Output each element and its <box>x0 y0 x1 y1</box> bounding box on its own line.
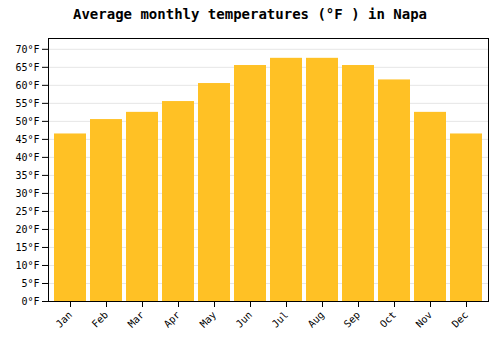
svg-text:Jul: Jul <box>270 309 291 330</box>
svg-text:5°F: 5°F <box>21 278 39 289</box>
svg-text:Oct: Oct <box>378 309 399 330</box>
svg-text:55°F: 55°F <box>15 98 39 109</box>
svg-text:65°F: 65°F <box>15 62 39 73</box>
svg-text:Apr: Apr <box>162 309 183 330</box>
svg-text:50°F: 50°F <box>15 116 39 127</box>
svg-text:20°F: 20°F <box>15 224 39 235</box>
svg-text:45°F: 45°F <box>15 134 39 145</box>
svg-text:40°F: 40°F <box>15 152 39 163</box>
svg-text:30°F: 30°F <box>15 188 39 199</box>
svg-text:Feb: Feb <box>90 309 111 330</box>
svg-text:Sep: Sep <box>342 309 363 330</box>
svg-text:60°F: 60°F <box>15 80 39 91</box>
svg-text:Jun: Jun <box>234 309 255 330</box>
svg-text:Nov: Nov <box>414 309 435 330</box>
svg-text:35°F: 35°F <box>15 170 39 181</box>
html-text:Average monthly temperatures (: Average monthly temperatures (°F ) in Na… <box>73 6 427 22</box>
svg-text:Mar: Mar <box>126 309 147 330</box>
svg-text:Dec: Dec <box>450 309 471 330</box>
svg-text:15°F: 15°F <box>15 242 39 253</box>
svg-text:Aug: Aug <box>306 309 327 330</box>
svg-text:May: May <box>198 309 219 330</box>
svg-text:25°F: 25°F <box>15 206 39 217</box>
svg-text:Jan: Jan <box>54 309 75 330</box>
svg-text:0°F: 0°F <box>21 296 39 307</box>
svg-text:70°F: 70°F <box>15 44 39 55</box>
svg-text:10°F: 10°F <box>15 260 39 271</box>
